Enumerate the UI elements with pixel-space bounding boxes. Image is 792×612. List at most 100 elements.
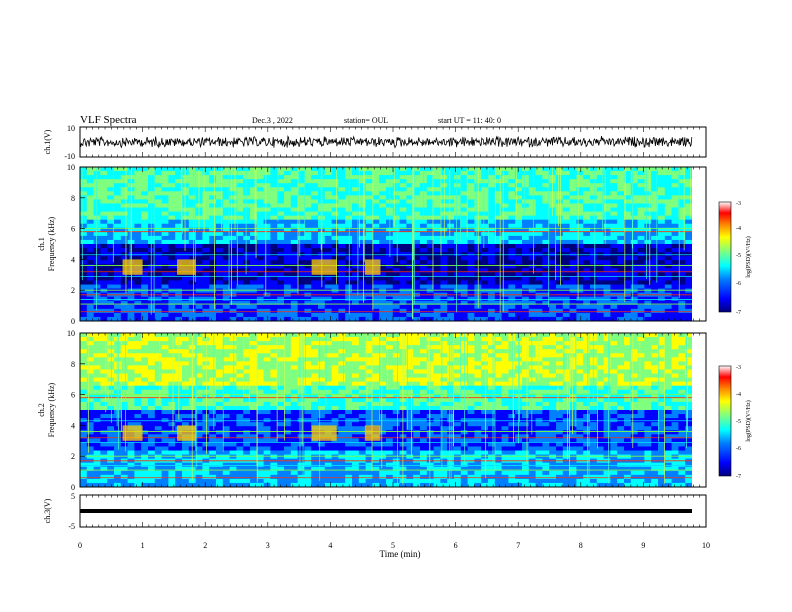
spectrogram-cell	[433, 223, 441, 229]
spectrogram-cell	[134, 296, 142, 302]
spectrogram-cell	[338, 268, 346, 273]
spectrogram-cell	[243, 474, 251, 480]
spectrogram-cell	[154, 167, 163, 172]
spectrogram-cell	[148, 369, 156, 375]
spectrogram-cell	[297, 446, 305, 452]
spectrogram-cell	[216, 203, 224, 209]
spectrogram-cell	[324, 231, 333, 237]
spectrogram-cell	[630, 272, 639, 278]
spectrogram-cell	[182, 333, 190, 338]
spectrogram-cell	[182, 248, 190, 253]
spectrogram-cell	[664, 280, 673, 286]
spectrogram-cell	[154, 385, 163, 391]
spectrogram-cell	[216, 171, 224, 176]
spectrogram-cell	[358, 171, 367, 176]
spectrogram-cell	[250, 353, 258, 358]
spectrogram-cell	[270, 401, 278, 407]
spectrogram-cell	[338, 308, 346, 314]
spectrogram-cell	[236, 357, 244, 362]
spectrogram-cell	[542, 199, 550, 205]
spectrogram-cell	[460, 195, 469, 201]
spectrogram-cell	[630, 268, 639, 273]
spectrogram-cell	[467, 223, 475, 229]
spectrogram-cell	[120, 187, 129, 192]
spectrogram-cell	[406, 187, 414, 192]
spectrogram-cell	[440, 316, 448, 321]
spectrogram-cell	[331, 183, 339, 188]
spectrogram-cell	[250, 264, 258, 269]
spectrogram-cell	[358, 183, 367, 188]
spectrogram-cell	[202, 223, 210, 229]
spectrogram-cell	[481, 187, 489, 192]
spectrogram-cell	[290, 179, 299, 184]
spectrogram-cell	[297, 244, 305, 249]
spectrogram-cell	[454, 288, 462, 294]
spectrogram-cell	[297, 462, 305, 468]
spectrogram-cell	[637, 179, 645, 184]
spectrogram-cell	[222, 405, 231, 411]
spectrogram-cell	[311, 183, 319, 188]
spectrogram-cell	[120, 183, 129, 188]
spectrogram-cell	[114, 434, 122, 439]
spectrogram-cell	[256, 381, 265, 387]
spectrogram-cell	[406, 167, 414, 172]
spectrogram-cell	[168, 175, 176, 180]
spectrogram-cell	[528, 191, 537, 196]
spectrogram-cell	[324, 401, 333, 407]
spectrogram-cell	[161, 199, 169, 205]
spectrogram-cell	[610, 223, 618, 229]
spectrogram-cell	[467, 183, 475, 188]
spectrogram-cell	[358, 211, 367, 217]
spectrogram-cell	[290, 430, 299, 435]
spectrogram-cell	[372, 223, 380, 229]
spectrogram-cell	[222, 414, 231, 419]
spectrogram-cell	[494, 231, 503, 237]
spectrogram-cell	[222, 446, 231, 452]
spectrogram-cell	[188, 478, 197, 484]
spectrogram-cell	[603, 171, 611, 176]
spectrogram-cell	[290, 239, 299, 245]
spectrogram-cell	[284, 179, 292, 184]
spectrogram-cell	[277, 211, 285, 217]
spectrogram-cell	[556, 219, 564, 225]
spectrogram-cell	[134, 353, 142, 358]
spectrogram-cell	[86, 442, 95, 448]
spectrogram-cell	[188, 187, 197, 192]
spectrogram-cell	[256, 426, 265, 431]
spectrogram-cell	[624, 179, 632, 184]
spectrogram-cell	[569, 199, 577, 205]
spectrogram-cell	[338, 183, 346, 188]
spectrogram-cell	[93, 199, 101, 205]
spectrogram-cell	[86, 385, 95, 391]
spectrogram-cell	[168, 308, 176, 314]
spectrogram-cell	[311, 446, 319, 452]
spectrogram-cell	[338, 199, 346, 205]
spectrogram-cell	[664, 276, 673, 282]
spectrogram-cell	[290, 280, 299, 286]
spectrogram-cell	[386, 300, 394, 306]
spectrogram-cell	[80, 377, 88, 383]
spectrogram-cell	[188, 296, 197, 302]
spectrogram-cell	[494, 276, 503, 282]
spectrogram-cell	[297, 199, 305, 205]
spectrogram-cell	[311, 337, 319, 342]
spectrogram-cell	[127, 482, 135, 487]
spectrogram-cell	[107, 195, 115, 201]
spectrogram-cell	[372, 171, 380, 176]
spectrogram-cell	[290, 385, 299, 391]
spectrogram-cell	[440, 280, 448, 286]
spectrogram-cell	[182, 219, 190, 225]
spectrogram-cell	[243, 211, 251, 217]
spectrogram-cell	[617, 195, 625, 201]
spectrogram-cell	[678, 227, 686, 233]
spectrogram-cell	[250, 365, 258, 371]
spectrogram-cell	[365, 223, 373, 229]
spectrogram-cell	[141, 389, 149, 395]
spectrogram-cell	[175, 256, 183, 261]
spectrogram-cell	[216, 381, 224, 387]
spectrogram-cell	[80, 422, 88, 427]
spectrogram-cell	[535, 239, 543, 245]
spectrogram-cell	[467, 312, 475, 318]
spectrogram-cell	[270, 381, 278, 387]
spectrogram-cell	[93, 430, 101, 435]
